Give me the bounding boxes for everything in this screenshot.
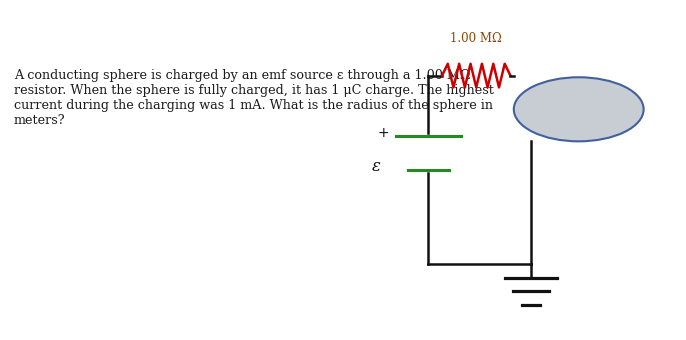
Text: ε: ε <box>372 158 381 175</box>
Text: 1.00 MΩ: 1.00 MΩ <box>450 32 502 45</box>
Text: A conducting sphere is charged by an emf source ε through a 1.00 MΩ
resistor. Wh: A conducting sphere is charged by an emf… <box>14 69 493 127</box>
Circle shape <box>514 77 643 141</box>
Text: +: + <box>377 126 389 140</box>
